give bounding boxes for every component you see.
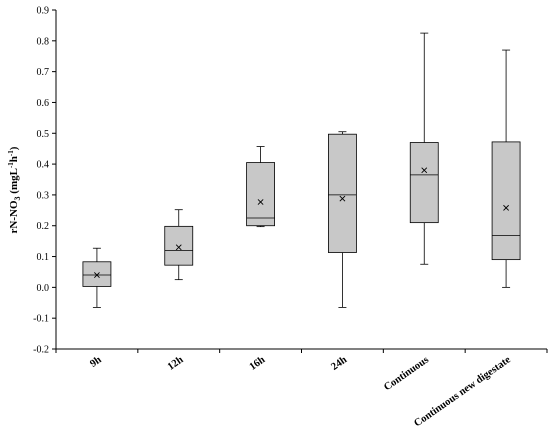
box-3	[246, 146, 275, 228]
y-tick-label: 0.5	[37, 129, 50, 140]
y-axis-title-units-close: )	[8, 146, 20, 150]
mean-marker-stroke-b	[339, 195, 346, 202]
y-tick-label: 0.3	[37, 190, 50, 201]
x-category-label: 16h	[248, 354, 268, 372]
mean-marker-stroke-b	[257, 199, 264, 205]
box-4	[328, 131, 357, 308]
y-tick-label: -0.2	[33, 345, 49, 356]
x-category-label: 9h	[88, 354, 104, 369]
box-6	[491, 49, 521, 288]
iqr-box	[328, 133, 357, 253]
iqr-box	[246, 162, 275, 227]
x-category-label: 12h	[166, 354, 186, 372]
y-tick-label: 0.6	[37, 98, 50, 109]
iqr-box	[82, 261, 112, 287]
y-axis-title: rN-NO3 (mgL-1h-1)	[7, 146, 22, 233]
mean-marker-stroke-b	[503, 204, 510, 211]
y-tick-label: 0.9	[37, 6, 50, 17]
iqr-box	[409, 142, 439, 224]
y-tick-label: 0.8	[37, 36, 50, 47]
mean-marker-stroke-b	[421, 167, 428, 174]
y-axis-title-sup2: -1	[7, 150, 15, 156]
y-axis-title-mid: h	[8, 156, 20, 162]
y-tick-label: -0.1	[33, 314, 49, 325]
y-axis-title-units-open: (mgL	[8, 168, 20, 196]
y-axis-title-sup1: -1	[7, 162, 15, 168]
mean-marker-stroke-b	[175, 244, 182, 251]
box-1	[82, 247, 112, 308]
y-axis-title-text: rN-NO3 (mgL-1h-1)	[7, 146, 22, 233]
iqr-box	[164, 225, 194, 266]
y-axis-title-subscript: 3	[13, 196, 22, 200]
y-tick-label: 0.1	[37, 252, 50, 263]
y-axis-title-main: rN-NO	[8, 200, 20, 233]
y-tick-label: 0.4	[37, 160, 50, 171]
y-tick-label: 0.2	[37, 221, 50, 232]
x-category-label: 24h	[329, 354, 349, 372]
box-5	[409, 32, 439, 265]
y-tick-label: 0.0	[37, 283, 50, 294]
iqr-box	[491, 141, 521, 261]
y-tick-label: 0.7	[37, 67, 50, 78]
box-2	[164, 209, 194, 281]
mean-marker-stroke-b	[93, 272, 100, 278]
x-category-label: Continuous	[382, 354, 431, 393]
